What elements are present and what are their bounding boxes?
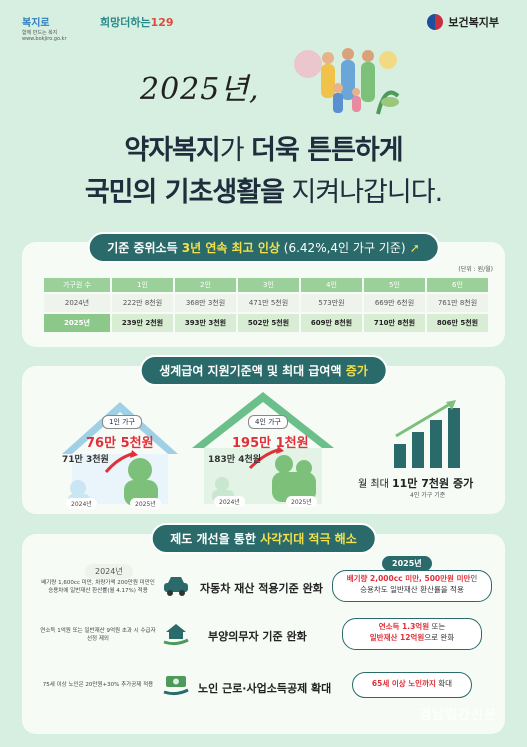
table-header-row: 가구원 수 1인 2인 3인 4인 5인 6인 <box>44 278 488 292</box>
row-label-2025: 2025년 <box>44 314 110 332</box>
table-cell: 669만 6천원 <box>364 294 425 312</box>
row-label-2024: 2024년 <box>44 294 110 312</box>
house-2-2025-value: 195만 1천원 <box>232 436 309 451</box>
house-2-2025-tag: 2025년 <box>286 496 317 507</box>
table-header-label: 가구원 수 <box>44 278 110 292</box>
increase-text: 월 최대 11만 7천원 증가 <box>358 477 474 490</box>
row-3-before: 75세 이상 노인은 20만원+30% 추가공제 적용 <box>42 682 154 688</box>
table-cell: 573만원 <box>301 294 362 312</box>
car-icon <box>164 577 188 596</box>
table-row: 2024년 222만 8천원 368만 3천원 471만 5천원 573만원 6… <box>44 294 488 312</box>
family-illustration-icon <box>294 48 400 115</box>
ministry-logo: 보건복지부 <box>427 14 499 30</box>
table-cell: 502만 5천원 <box>238 314 299 332</box>
table-header-cell: 6인 <box>427 278 488 292</box>
livelihood-benefit-title: 생계급여 지원기준액 및 최대 급여액 증가 <box>139 355 388 386</box>
house-2-2024-tag: 2024년 <box>214 496 245 507</box>
watermark: 경남일간신문 <box>419 708 497 723</box>
table-header-cell: 1인 <box>112 278 173 292</box>
table-header-cell: 5인 <box>364 278 425 292</box>
house-2-label: 4인 가구 <box>248 415 288 429</box>
house-1-label: 1인 가구 <box>102 415 142 429</box>
table-cell: 239만 2천원 <box>112 314 173 332</box>
headline-line1: 약자복지가 더욱 튼튼하게 <box>124 135 403 166</box>
table-cell: 393만 3천원 <box>175 314 236 332</box>
tag-2025: 2025년 <box>382 556 432 571</box>
table-cell: 609만 8천원 <box>301 314 362 332</box>
row-3-after: 65세 이상 노인까지 확대 <box>352 672 472 698</box>
blind-spot-title: 제도 개선을 통한 사각지대 적극 해소 <box>150 523 377 554</box>
median-income-title: 기준 중위소득 3년 연속 최고 인상 (6.42%,4인 가구 기준) ➚ <box>87 232 440 263</box>
table-header-cell: 4인 <box>301 278 362 292</box>
taegeuk-emblem-icon <box>427 14 444 30</box>
row-1-title: 자동차 재산 적용기준 완화 <box>200 582 323 595</box>
headline-line2: 국민의 기초생활을 지켜나갑니다. <box>84 177 443 208</box>
arrow-up-icon: ➚ <box>409 241 420 255</box>
table-header-cell: 3인 <box>238 278 299 292</box>
house-1-2024-tag: 2024년 <box>66 498 97 509</box>
increase-note: 4인 가구 기준 <box>410 492 446 499</box>
table-cell: 471만 5천원 <box>238 294 299 312</box>
row-1-before: 배기량 1,600cc 미만, 차량가액 200만원 미만인 승용차에 일반재산… <box>41 580 155 594</box>
hand-house-icon <box>163 624 189 646</box>
table-cell: 710만 8천원 <box>364 314 425 332</box>
house-4-person-icon <box>192 392 334 504</box>
year-title: 2025년, <box>140 72 260 107</box>
house-2-2024-value: 183만 4천원 <box>208 455 262 465</box>
hope-129-logo: 희망더하는129 <box>100 16 174 29</box>
row-2-title: 부양의무자 기준 완화 <box>208 630 307 643</box>
bokjiro-logo: 복지로 함께 만드는 복지 www.bokjiro.go.kr <box>22 18 67 42</box>
money-hand-icon <box>163 676 189 696</box>
table-unit: (단위 : 원/월) <box>458 266 493 273</box>
table-cell: 368만 3천원 <box>175 294 236 312</box>
table-header-cell: 2인 <box>175 278 236 292</box>
row-2-after: 연소득 1.3억원 또는 일반재산 12억원으로 완화 <box>342 618 482 650</box>
median-income-table: 가구원 수 1인 2인 3인 4인 5인 6인 2024년 222만 8천원 3… <box>42 276 490 334</box>
table-cell: 806만 5천원 <box>427 314 488 332</box>
tag-2024: 2024년 <box>85 564 133 579</box>
house-1-2024-value: 71만 3천원 <box>62 455 109 465</box>
row-2-before: 연소득 1억원 또는 일반재산 9억원 초과 시 수급자 선정 제외 <box>40 628 156 642</box>
house-1-2025-value: 76만 5천원 <box>86 436 154 451</box>
row-1-after: 배기량 2,000cc 미만, 500만원 미만인 승용차도 일반재산 환산률을… <box>332 570 492 602</box>
row-3-title: 노인 근로·사업소득공제 확대 <box>198 682 332 695</box>
table-row: 2025년 239만 2천원 393만 3천원 502만 5천원 609만 8천… <box>44 314 488 332</box>
rising-bars-icon <box>394 400 460 468</box>
table-cell: 761만 8천원 <box>427 294 488 312</box>
house-1-2025-tag: 2025년 <box>130 498 161 509</box>
table-cell: 222만 8천원 <box>112 294 173 312</box>
